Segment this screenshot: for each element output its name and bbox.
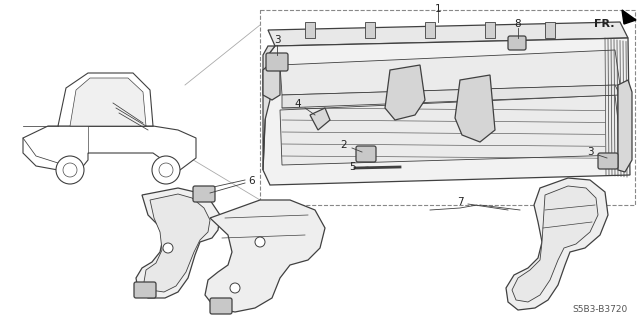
FancyBboxPatch shape [266,53,288,71]
FancyBboxPatch shape [598,153,618,169]
Polygon shape [310,108,330,130]
Polygon shape [58,73,153,126]
Polygon shape [282,85,620,108]
Circle shape [152,156,180,184]
Polygon shape [263,46,275,170]
Polygon shape [622,10,636,24]
Circle shape [63,163,77,177]
Polygon shape [280,50,620,95]
Circle shape [159,163,173,177]
Polygon shape [280,95,622,165]
Text: 5: 5 [349,162,355,172]
Polygon shape [70,78,146,126]
FancyBboxPatch shape [134,282,156,298]
Polygon shape [506,178,608,310]
Text: 1: 1 [435,4,442,14]
Text: 6: 6 [249,176,255,186]
Polygon shape [136,188,220,298]
Bar [305,22,315,38]
Text: 2: 2 [340,140,348,150]
Polygon shape [144,194,210,292]
Text: 8: 8 [515,19,522,29]
Bar [485,22,495,38]
Bar [545,22,555,38]
Circle shape [163,243,173,253]
Polygon shape [205,200,325,312]
Bar [365,22,375,38]
Circle shape [56,156,84,184]
Text: FR.: FR. [594,19,614,29]
Text: S5B3-B3720: S5B3-B3720 [572,306,628,315]
Polygon shape [268,22,628,46]
Circle shape [255,237,265,247]
Polygon shape [263,38,630,185]
FancyBboxPatch shape [210,298,232,314]
Bar [260,10,635,205]
Text: 3: 3 [274,35,280,45]
Text: 4: 4 [294,99,301,109]
Polygon shape [263,62,280,100]
Polygon shape [618,80,632,172]
Circle shape [230,283,240,293]
FancyBboxPatch shape [193,186,215,202]
Bar [425,22,435,38]
Polygon shape [385,65,425,120]
Text: 7: 7 [457,197,463,207]
FancyBboxPatch shape [508,36,526,50]
Polygon shape [455,75,495,142]
Polygon shape [23,126,196,170]
FancyBboxPatch shape [356,146,376,162]
Text: 3: 3 [587,147,593,157]
Polygon shape [512,186,598,302]
